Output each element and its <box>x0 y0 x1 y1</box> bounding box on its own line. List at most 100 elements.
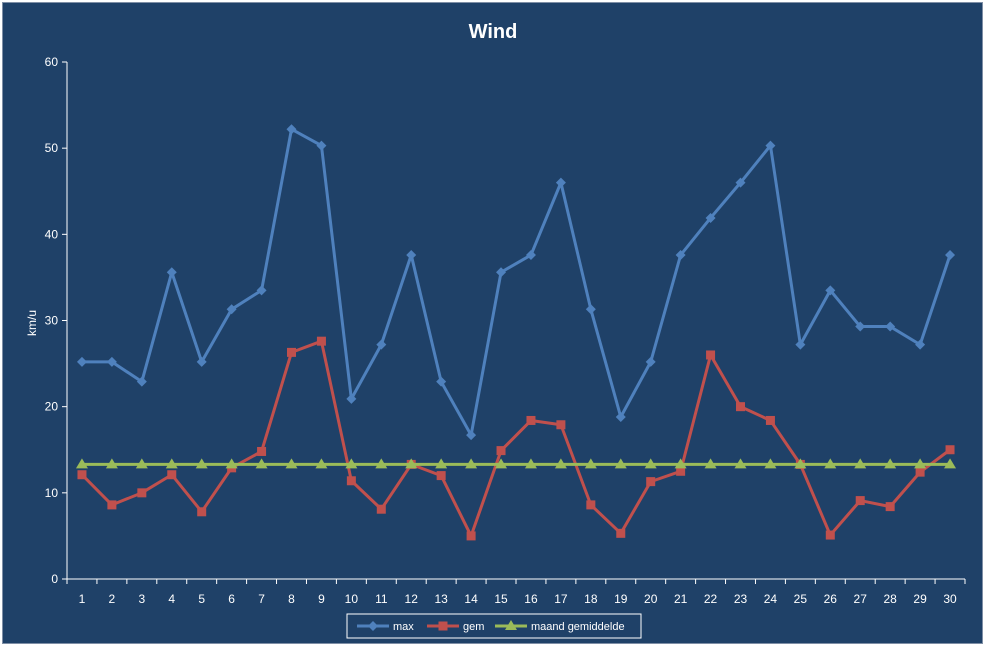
series-maand-gemiddelde <box>75 458 957 469</box>
x-tick-label: 11 <box>375 592 388 606</box>
data-point-square <box>945 445 955 455</box>
x-tick-label: 1 <box>79 592 86 606</box>
y-tick-label: 0 <box>51 572 58 586</box>
y-tick-label: 30 <box>45 314 59 328</box>
data-point-diamond <box>346 393 357 404</box>
legend-box <box>346 613 642 639</box>
data-point-diamond <box>885 321 896 332</box>
x-tick-label: 23 <box>734 592 748 606</box>
data-point-square <box>855 496 865 506</box>
x-tick-label: 27 <box>854 592 868 606</box>
data-point-square <box>616 528 626 538</box>
data-point-triangle <box>824 458 837 469</box>
data-point-diamond <box>555 177 566 188</box>
data-point-triangle <box>255 458 268 469</box>
legend-label: maand gemiddelde <box>531 621 625 633</box>
x-tick-label: 2 <box>109 592 116 606</box>
data-point-triangle <box>734 458 747 469</box>
data-point-square <box>466 531 476 541</box>
x-tick-label: 30 <box>943 592 957 606</box>
data-point-diamond <box>705 212 716 223</box>
data-point-triangle <box>704 458 717 469</box>
data-point-triangle <box>944 458 957 469</box>
x-tick-label: 18 <box>584 592 598 606</box>
data-point-triangle <box>584 458 597 469</box>
data-point-diamond <box>825 285 836 296</box>
x-tick-label: 16 <box>524 592 538 606</box>
x-tick-label: 26 <box>824 592 838 606</box>
data-point-diamond <box>615 412 626 423</box>
data-point-diamond <box>915 339 926 350</box>
data-point-triangle <box>315 458 328 469</box>
data-point-triangle <box>435 458 448 469</box>
legend-entry: gem <box>427 621 484 633</box>
data-point-square <box>915 467 925 477</box>
data-point-diamond <box>585 304 596 315</box>
data-point-square <box>706 350 716 360</box>
legend: max gem maand gemiddelde <box>346 613 642 639</box>
data-point-diamond <box>226 304 237 315</box>
x-tick-label: 3 <box>138 592 145 606</box>
data-point-square <box>825 530 835 540</box>
data-point-triangle <box>75 458 88 469</box>
data-point-square <box>316 336 326 346</box>
x-tick-label: 9 <box>318 592 325 606</box>
data-point-diamond <box>406 250 417 261</box>
data-point-diamond <box>525 250 536 261</box>
y-axis-title: km/u <box>25 310 39 336</box>
data-point-diamond <box>196 356 207 367</box>
x-tick-label: 29 <box>913 592 927 606</box>
data-point-triangle <box>914 458 927 469</box>
legend-entry: maand gemiddelde <box>495 620 625 633</box>
x-tick-label: 14 <box>464 592 478 606</box>
data-point-square <box>346 476 356 486</box>
data-point-square <box>197 507 207 517</box>
data-point-diamond <box>945 250 956 261</box>
data-point-square <box>137 488 147 498</box>
x-tick-label: 7 <box>258 592 265 606</box>
legend-label: gem <box>463 621 484 633</box>
y-tick-label: 60 <box>45 55 59 69</box>
data-point-triangle <box>644 458 657 469</box>
data-point-diamond <box>645 356 656 367</box>
data-point-diamond <box>368 621 378 631</box>
data-point-diamond <box>166 267 177 278</box>
data-point-diamond <box>735 177 746 188</box>
data-point-triangle <box>345 458 358 469</box>
data-point-square <box>77 470 87 480</box>
data-point-triangle <box>195 458 208 469</box>
y-tick-label: 10 <box>45 486 59 500</box>
y-tick-label: 50 <box>45 141 59 155</box>
data-point-square <box>736 402 745 412</box>
x-tick-label: 6 <box>228 592 235 606</box>
data-point-diamond <box>316 140 327 151</box>
data-point-triangle <box>524 458 537 469</box>
data-point-triangle <box>105 458 118 469</box>
data-point-triangle <box>674 458 687 469</box>
data-point-square <box>676 466 686 476</box>
x-tick-label: 28 <box>883 592 897 606</box>
data-point-triangle <box>375 458 388 469</box>
data-point-square <box>586 500 596 510</box>
x-tick-label: 13 <box>434 592 448 606</box>
series-max <box>76 124 956 441</box>
data-point-triangle <box>554 458 567 469</box>
data-point-square <box>885 502 895 512</box>
x-tick-label: 19 <box>614 592 628 606</box>
data-point-diamond <box>436 376 447 387</box>
series-layer <box>75 124 957 541</box>
data-point-square <box>646 477 656 487</box>
x-tick-label: 4 <box>168 592 175 606</box>
data-point-triangle <box>794 458 807 469</box>
legend-entry: max <box>357 621 414 633</box>
x-tick-label: 22 <box>704 592 718 606</box>
data-point-diamond <box>855 321 866 332</box>
chart-title: Wind <box>469 21 518 43</box>
y-tick-label: 40 <box>45 227 59 241</box>
x-tick-label: 21 <box>674 592 688 606</box>
data-point-diamond <box>496 267 507 278</box>
data-point-square <box>376 504 386 514</box>
